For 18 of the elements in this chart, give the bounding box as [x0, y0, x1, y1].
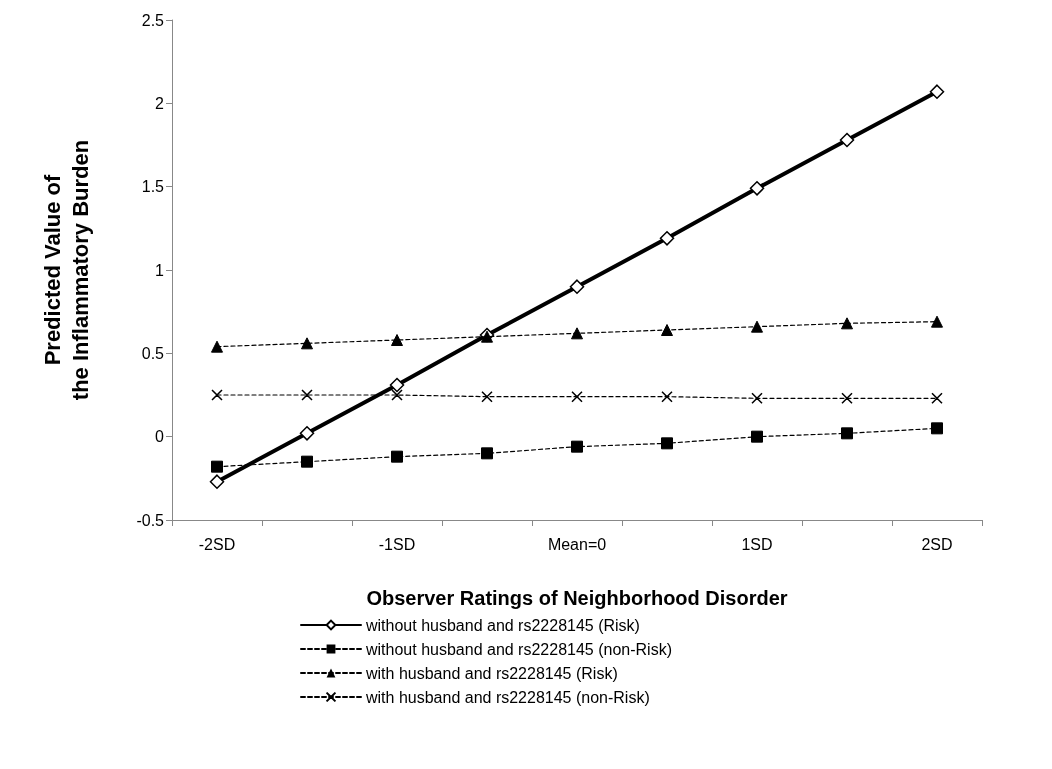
y-tick-label: 0 — [155, 428, 165, 446]
y-tick-label: 0.5 — [141, 344, 165, 362]
y-tick-label: 1 — [155, 261, 165, 279]
x-tick-label: -1SD — [378, 535, 416, 553]
legend-label: without husband and rs2228145 (Risk) — [365, 616, 640, 634]
legend-label: with husband and rs2228145 (Risk) — [365, 664, 618, 682]
legend-label: without husband and rs2228145 (non-Risk) — [365, 640, 672, 658]
y-tick-label: 2.5 — [141, 11, 165, 29]
x-tick-label: -2SD — [198, 535, 236, 553]
x-tick-label: Mean=0 — [547, 535, 607, 553]
x-tick-label: 2SD — [921, 535, 953, 553]
x-tick-label: 1SD — [741, 535, 773, 553]
x-axis-title: Observer Ratings of Neighborhood Disorder — [366, 587, 788, 609]
y-axis-title: Predicted Value of the Inflammatory Burden — [39, 139, 93, 401]
y-tick-label: 2 — [155, 94, 165, 112]
y-tick-label: -0.5 — [136, 511, 165, 529]
y-tick-label: 1.5 — [141, 178, 165, 196]
legend-label: with husband and rs2228145 (non-Risk) — [365, 688, 650, 706]
